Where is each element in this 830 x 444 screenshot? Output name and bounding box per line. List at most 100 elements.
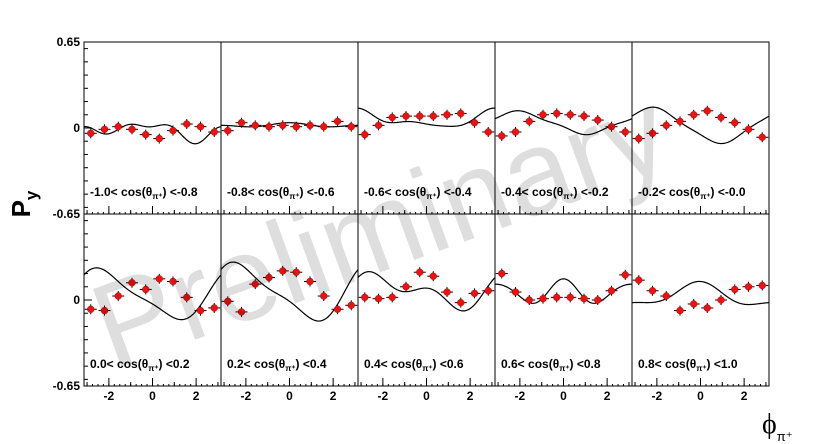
panel-label-main: 0.6< cos(θ [501, 357, 559, 371]
data-point [221, 125, 234, 136]
data-point [728, 117, 741, 128]
panel-label-end: ) <-0.0 [711, 185, 746, 199]
x-tick-label: 0 [560, 389, 567, 403]
data-point [509, 126, 522, 137]
data-point [660, 120, 673, 131]
panel-label: 0.2< cos(θπ⁺) <0.4 [227, 357, 327, 373]
x-tick-label: 2 [604, 389, 611, 403]
data-point [454, 297, 467, 308]
panel-label: -0.4< cos(θπ⁺) <-0.2 [501, 185, 609, 201]
marker [539, 295, 547, 303]
data-point [454, 108, 467, 119]
marker [374, 121, 383, 130]
marker [498, 132, 506, 140]
marker [306, 121, 314, 130]
marker [553, 293, 561, 302]
marker [731, 119, 739, 127]
marker [114, 292, 122, 300]
panel-label: -0.6< cos(θπ⁺) <-0.4 [364, 185, 472, 201]
data-point [180, 119, 193, 130]
panel-label: -0.8< cos(θπ⁺) <-0.6 [227, 185, 335, 201]
outer-axes: 0.65 0 -0.65 0 -0.65 [53, 35, 92, 393]
data-point [372, 293, 385, 304]
x-tick-label: -2 [652, 389, 663, 403]
marker [333, 117, 342, 126]
marker [621, 128, 629, 136]
marker [416, 112, 424, 120]
x-tick-label: 2 [330, 389, 337, 403]
y-tick-label: 0 [73, 121, 80, 135]
marker [635, 276, 643, 284]
marker [484, 128, 492, 136]
data-point [358, 129, 371, 140]
marker [237, 308, 246, 316]
marker [347, 301, 355, 309]
data-point [578, 111, 591, 122]
panel-label-sub: π⁺ [289, 192, 299, 201]
panel-label-end: ) <-0.2 [574, 185, 609, 199]
marker [251, 121, 259, 130]
panel-6: -2 0 2 0.0< cos(θπ⁺) <0.2 [83, 213, 222, 403]
data-point [673, 116, 686, 127]
marker [594, 116, 602, 124]
panel-label-end: ) <-0.6 [300, 185, 335, 199]
panel-label-sub: π⁺ [696, 364, 706, 373]
data-point [427, 111, 440, 122]
marker [100, 306, 109, 315]
marker [100, 125, 109, 133]
panel-label-main: -0.6< cos(θ [364, 185, 426, 199]
marker [183, 120, 191, 128]
data-point [290, 121, 303, 132]
marker [566, 293, 574, 302]
marker [114, 123, 122, 131]
panel-label: 0.0< cos(θπ⁺) <0.2 [90, 357, 190, 373]
svg-text:ϕπ⁺: ϕπ⁺ [762, 409, 793, 444]
panel-label: -0.2< cos(θπ⁺) <-0.0 [638, 185, 746, 201]
data-point [399, 111, 412, 122]
marker [128, 125, 136, 133]
data-point [304, 120, 317, 131]
y-tick-label: -0.65 [53, 379, 81, 393]
data-point [605, 121, 618, 132]
panel-label-sub: π⁺ [563, 192, 573, 201]
data-point [276, 120, 289, 131]
data-point [84, 128, 97, 139]
marker [155, 134, 163, 143]
marker [224, 126, 232, 135]
marker [292, 268, 300, 276]
panel-label-end: ) <0.4 [296, 357, 327, 371]
data-point [235, 117, 248, 128]
marker [662, 121, 670, 130]
panel-5: -0.2< cos(θπ⁺) <-0.0 [631, 41, 770, 215]
marker [498, 269, 506, 278]
x-tick-label: 0 [286, 389, 293, 403]
marker [566, 111, 574, 119]
marker [347, 123, 355, 131]
data-point [619, 269, 632, 280]
marker [690, 111, 698, 119]
panel-label-end: ) <0.2 [159, 357, 190, 371]
marker [511, 128, 520, 136]
data-point [605, 285, 618, 296]
data-point [427, 271, 440, 282]
marker [443, 288, 451, 296]
data-point [98, 124, 111, 135]
data-point [482, 126, 495, 137]
y-tick-label: -0.65 [53, 207, 81, 221]
data-point [345, 300, 358, 311]
data-point [317, 291, 330, 302]
data-point [331, 116, 344, 127]
marker [251, 280, 259, 288]
marker [279, 267, 287, 275]
panel-label-end: ) <-0.4 [437, 185, 472, 199]
panel-label: -1.0< cos(θπ⁺) <-0.8 [90, 185, 198, 201]
data-point [139, 129, 152, 140]
panel-2: -0.8< cos(θπ⁺) <-0.6 [220, 41, 359, 215]
panel-label-main: 0.8< cos(θ [638, 357, 696, 371]
marker [744, 125, 753, 133]
data-point [756, 132, 769, 143]
x-axis-title-main: ϕ [762, 409, 777, 440]
data-point [262, 121, 275, 132]
x-tick-label: -2 [378, 389, 389, 403]
